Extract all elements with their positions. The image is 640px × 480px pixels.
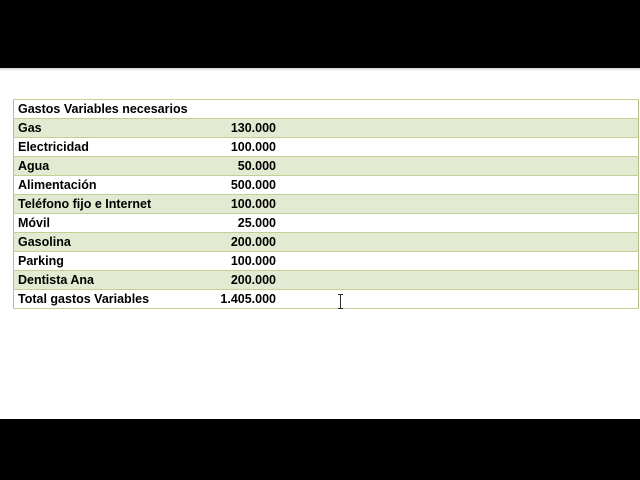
table-row[interactable]: Parking 100.000: [13, 251, 639, 271]
document-content-area: Gastos Variables necesarios Gas 130.000 …: [0, 68, 640, 419]
row-pad: [280, 175, 639, 195]
letterbox-bar-bottom: [0, 419, 640, 480]
table-total-row[interactable]: Total gastos Variables 1.405.000: [13, 289, 639, 309]
table-row[interactable]: Móvil 25.000: [13, 213, 639, 233]
table-row[interactable]: Alimentación 500.000: [13, 175, 639, 195]
row-value: 25.000: [197, 213, 280, 233]
row-label: Alimentación: [13, 175, 197, 195]
table-row[interactable]: Dentista Ana 200.000: [13, 270, 639, 290]
row-value: 130.000: [197, 118, 280, 138]
table-row[interactable]: Teléfono fijo e Internet 100.000: [13, 194, 639, 214]
row-label: Teléfono fijo e Internet: [13, 194, 197, 214]
row-pad: [280, 156, 639, 176]
row-value: 200.000: [197, 232, 280, 252]
row-label: Parking: [13, 251, 197, 271]
table-row[interactable]: Gas 130.000: [13, 118, 639, 138]
total-label: Total gastos Variables: [13, 289, 197, 309]
total-value: 1.405.000: [197, 289, 280, 309]
table-title-cell: Gastos Variables necesarios: [13, 99, 197, 119]
row-value: 100.000: [197, 137, 280, 157]
row-label: Móvil: [13, 213, 197, 233]
row-pad: [280, 213, 639, 233]
row-label: Electricidad: [13, 137, 197, 157]
expense-table-body: Gastos Variables necesarios Gas 130.000 …: [13, 99, 639, 309]
table-header-row[interactable]: Gastos Variables necesarios: [13, 99, 639, 119]
table-row[interactable]: Agua 50.000: [13, 156, 639, 176]
row-label: Agua: [13, 156, 197, 176]
row-pad: [280, 270, 639, 290]
row-pad: [280, 137, 639, 157]
row-value: 50.000: [197, 156, 280, 176]
row-pad: [280, 194, 639, 214]
total-pad: [280, 289, 639, 309]
table-header-value-cell: [197, 99, 280, 119]
row-pad: [280, 118, 639, 138]
row-pad: [280, 232, 639, 252]
row-label: Gasolina: [13, 232, 197, 252]
row-value: 500.000: [197, 175, 280, 195]
row-value: 200.000: [197, 270, 280, 290]
table-header-pad-cell: [280, 99, 639, 119]
letterbox-bar-top: [0, 0, 640, 68]
row-label: Gas: [13, 118, 197, 138]
row-pad: [280, 251, 639, 271]
row-value: 100.000: [197, 194, 280, 214]
row-label: Dentista Ana: [13, 270, 197, 290]
table-row[interactable]: Electricidad 100.000: [13, 137, 639, 157]
table-row[interactable]: Gasolina 200.000: [13, 232, 639, 252]
expense-table[interactable]: Gastos Variables necesarios Gas 130.000 …: [13, 99, 639, 309]
content-top-shadow: [0, 68, 640, 71]
row-value: 100.000: [197, 251, 280, 271]
